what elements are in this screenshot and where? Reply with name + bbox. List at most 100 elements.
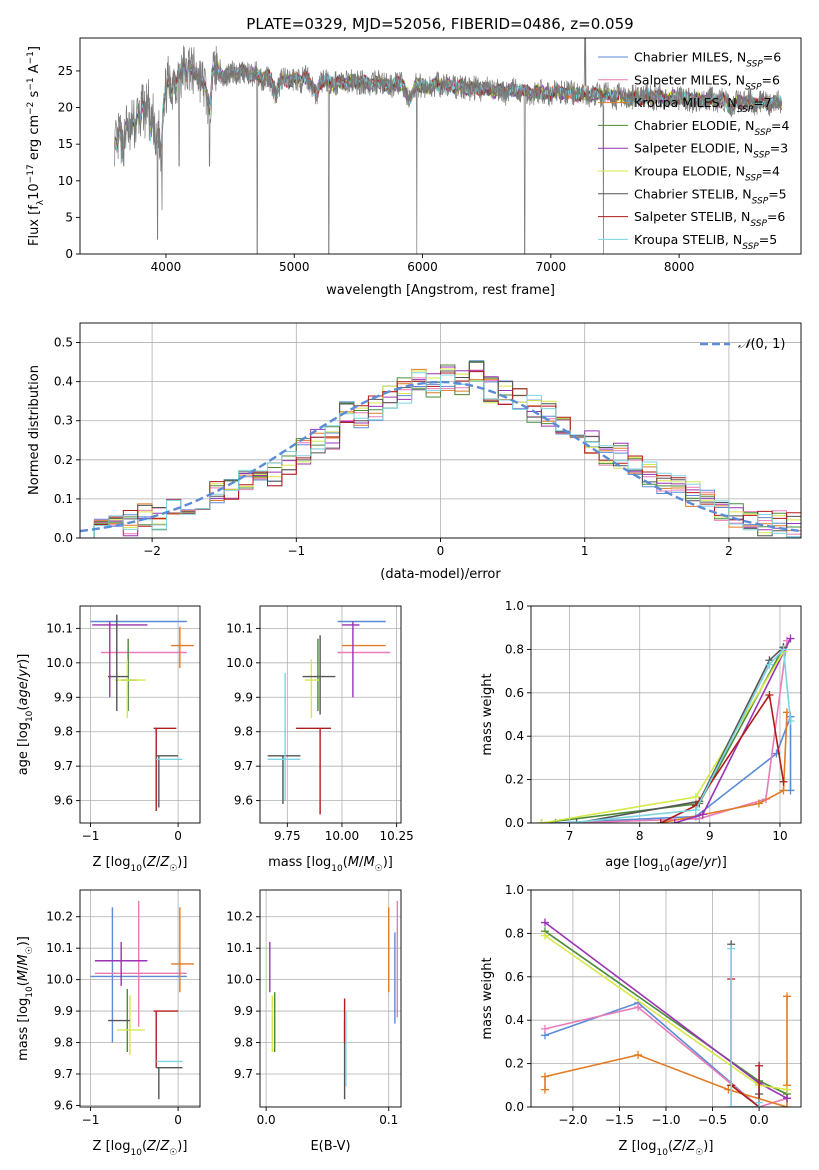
x-tick-label: 7000 [536, 260, 567, 274]
x-tick-label: 10.00 [325, 829, 359, 843]
x-axis-label: Z [log10(Z/Z☉)] [619, 1139, 714, 1158]
y-tick-label: 9.7 [54, 1067, 73, 1081]
y-tick-label: 9.7 [234, 1067, 253, 1081]
x-tick-label: 2 [725, 544, 733, 558]
y-tick-label: 1.0 [505, 599, 524, 613]
x-tick-label: −1.0 [651, 1113, 680, 1127]
y-tick-label: 9.6 [54, 1098, 73, 1112]
y-tick-label: 9.8 [234, 1036, 253, 1050]
plus-marker [779, 786, 788, 795]
x-axis-label: (data-model)/error [380, 567, 501, 582]
y-tick-label: 9.8 [234, 725, 253, 739]
legend-entry: 𝒩(0, 1) [738, 337, 785, 352]
y-tick-label: 15 [58, 137, 73, 151]
mass-weight-line [660, 692, 785, 823]
y-tick-label: 10.0 [226, 656, 253, 670]
y-tick-label: 0.4 [505, 1013, 524, 1027]
y-tick-label: 0 [65, 247, 73, 261]
x-tick-label: −2.0 [558, 1113, 587, 1127]
y-tick-label: 0.2 [54, 453, 73, 467]
plot-area [80, 360, 801, 538]
x-tick-label: 9 [706, 829, 714, 843]
axes: 4000 5000 6000 7000 8000 0 5 10 15 20 25 wavelength… [26, 37, 802, 298]
plus-marker [540, 1024, 549, 1033]
plus-marker [783, 992, 792, 1001]
plus-marker [783, 1094, 792, 1103]
plus-marker [783, 1085, 792, 1094]
y-tick-label: 0.5 [54, 336, 73, 350]
x-tick-label: 0.1 [379, 1113, 398, 1127]
x-tick-label: 9.75 [274, 829, 301, 843]
x-tick-label: 10 [772, 829, 787, 843]
plus-marker [565, 819, 574, 823]
plus-marker [537, 819, 546, 823]
plot-area [90, 901, 194, 1100]
y-axis-label: mass [log10(M/M☉)] [16, 936, 35, 1061]
axes-frame [79, 605, 201, 824]
y-tick-label: 20 [58, 101, 73, 115]
y-axis-label: age [log10(age/yr)] [16, 654, 35, 776]
y-tick-label: 10.2 [226, 910, 253, 924]
axes-frame [259, 605, 402, 824]
y-tick-label: 10 [58, 174, 73, 188]
y-tick-label: 0.2 [505, 773, 524, 787]
legend: 𝒩(0, 1) [700, 337, 785, 352]
x-tick-label: 0 [437, 544, 445, 558]
mass-weight-vs-age-panel: 7 8 9 10 0.0 0.2 0.4 0.6 0.8 1.0 age [log10(age/yr… [480, 599, 802, 874]
plus-marker [783, 1103, 792, 1107]
y-tick-label: 0.6 [505, 970, 524, 984]
plus-marker [634, 1003, 643, 1012]
plus-marker [779, 645, 788, 654]
y-axis-label: mass weight [480, 673, 495, 755]
y-tick-label: 0.4 [54, 375, 73, 389]
y-tick-label: 0.3 [54, 414, 73, 428]
plus-marker [786, 717, 795, 726]
x-tick-label: −0.5 [698, 1113, 727, 1127]
plus-marker [755, 1061, 764, 1070]
y-tick-label: 10.0 [226, 973, 253, 987]
y-axis-label: Flux [fλ10−17 erg cm−2 s−1 A−1] [26, 46, 46, 246]
y-tick-label: 9.9 [54, 1004, 73, 1018]
mass-weight-line [569, 640, 788, 823]
legend-entry: Kroupa STELIB, NSSP=5 [634, 232, 777, 252]
y-tick-label: 9.6 [234, 794, 253, 808]
y-tick-label: 0.8 [505, 926, 524, 940]
mass-weight-line [541, 646, 785, 823]
y-tick-label: 9.7 [234, 759, 253, 773]
axes: 9.75 10.00 10.25 9.6 9.7 9.8 9.9 10.0 10.1 mass [… [226, 605, 414, 874]
histogram-step [80, 372, 801, 538]
plus-marker [779, 777, 788, 786]
plus-marker [691, 805, 700, 814]
x-tick-label: −1 [287, 544, 305, 558]
plus-marker [634, 1050, 643, 1059]
y-tick-label: 25 [58, 64, 73, 78]
axes: −2 −1 0 1 2 0.0 0.1 0.2 0.3 0.4 0.5 𝒩(0, 1) (data-mo… [27, 322, 802, 582]
legend-entry: Kroupa MILES, NSSP=7 [634, 95, 772, 115]
plus-marker [755, 1098, 764, 1107]
plus-marker [691, 792, 700, 801]
x-tick-label: 1 [581, 544, 589, 558]
mass-weight-line [730, 979, 760, 1107]
y-tick-label: 9.6 [54, 794, 73, 808]
x-tick-label: 10.25 [379, 829, 413, 843]
mass-weight-vs-z-panel: −2.0 −1.5 −1.0 −0.5 0.0 0.0 0.2 0.4 0.6 0.8 1.0 Z [… [480, 883, 802, 1158]
y-tick-label: 0.0 [54, 531, 73, 545]
y-axis-label: Normed distribution [27, 365, 42, 495]
x-tick-label: 5000 [279, 260, 310, 274]
y-tick-label: 5 [65, 210, 73, 224]
y-tick-label: 10.1 [46, 621, 73, 635]
legend-entry: Salpeter ELODIE, NSSP=3 [634, 141, 788, 161]
y-tick-label: 10.2 [46, 910, 73, 924]
plus-marker [765, 690, 774, 699]
x-axis-label: Z [log10(Z/Z☉)] [93, 1139, 188, 1158]
legend-entry: Chabrier STELIB, NSSP=5 [634, 186, 787, 206]
axes: 7 8 9 10 0.0 0.2 0.4 0.6 0.8 1.0 age [log10(age/yr… [480, 599, 802, 874]
y-tick-label: 9.9 [234, 1004, 253, 1018]
x-tick-label: 0 [174, 1113, 182, 1127]
plot-area [267, 620, 391, 815]
plus-marker [754, 799, 763, 808]
x-axis-label: Z [log10(Z/Z☉)] [93, 855, 188, 874]
legend-entry: Chabrier MILES, NSSP=6 [634, 50, 781, 70]
x-tick-label: 6000 [407, 260, 438, 274]
